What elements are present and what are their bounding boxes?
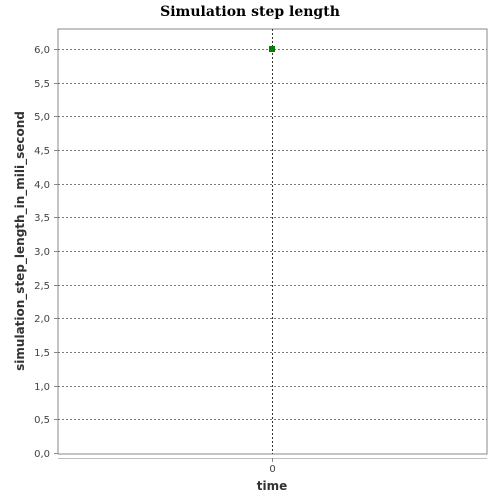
y-axis-ticks: 0,0 0,5 1,0 1,5 2,0 2,5 3,0 3,5 4,0 4,5 5,0 5,5 6,0	[34, 45, 58, 460]
y-tick-label: 4,5	[34, 146, 50, 157]
data-point	[269, 46, 275, 52]
y-tick-label: 3,5	[34, 213, 50, 224]
y-tick-label: 2,0	[34, 314, 50, 325]
x-axis-label: time	[257, 479, 288, 493]
y-tick-label: 4,0	[34, 180, 50, 191]
y-axis-label: simulation_step_length_in_mili_second	[13, 111, 28, 371]
chart-title: Simulation step length	[160, 4, 340, 20]
y-tick-label: 1,0	[34, 382, 50, 393]
y-tick-label: 5,5	[34, 79, 50, 90]
y-tick-label: 6,0	[34, 45, 50, 56]
data-points	[269, 46, 275, 52]
y-tick-label: 5,0	[34, 112, 50, 123]
y-tick-label: 2,5	[34, 281, 50, 292]
y-tick-label: 0,5	[34, 415, 50, 426]
y-tick-label: 1,5	[34, 348, 50, 359]
y-tick-label: 3,0	[34, 247, 50, 258]
x-axis-ticks: 0	[269, 458, 276, 475]
grid	[58, 29, 487, 454]
x-tick-label: 0	[269, 464, 275, 475]
y-tick-label: 0,0	[34, 449, 50, 460]
